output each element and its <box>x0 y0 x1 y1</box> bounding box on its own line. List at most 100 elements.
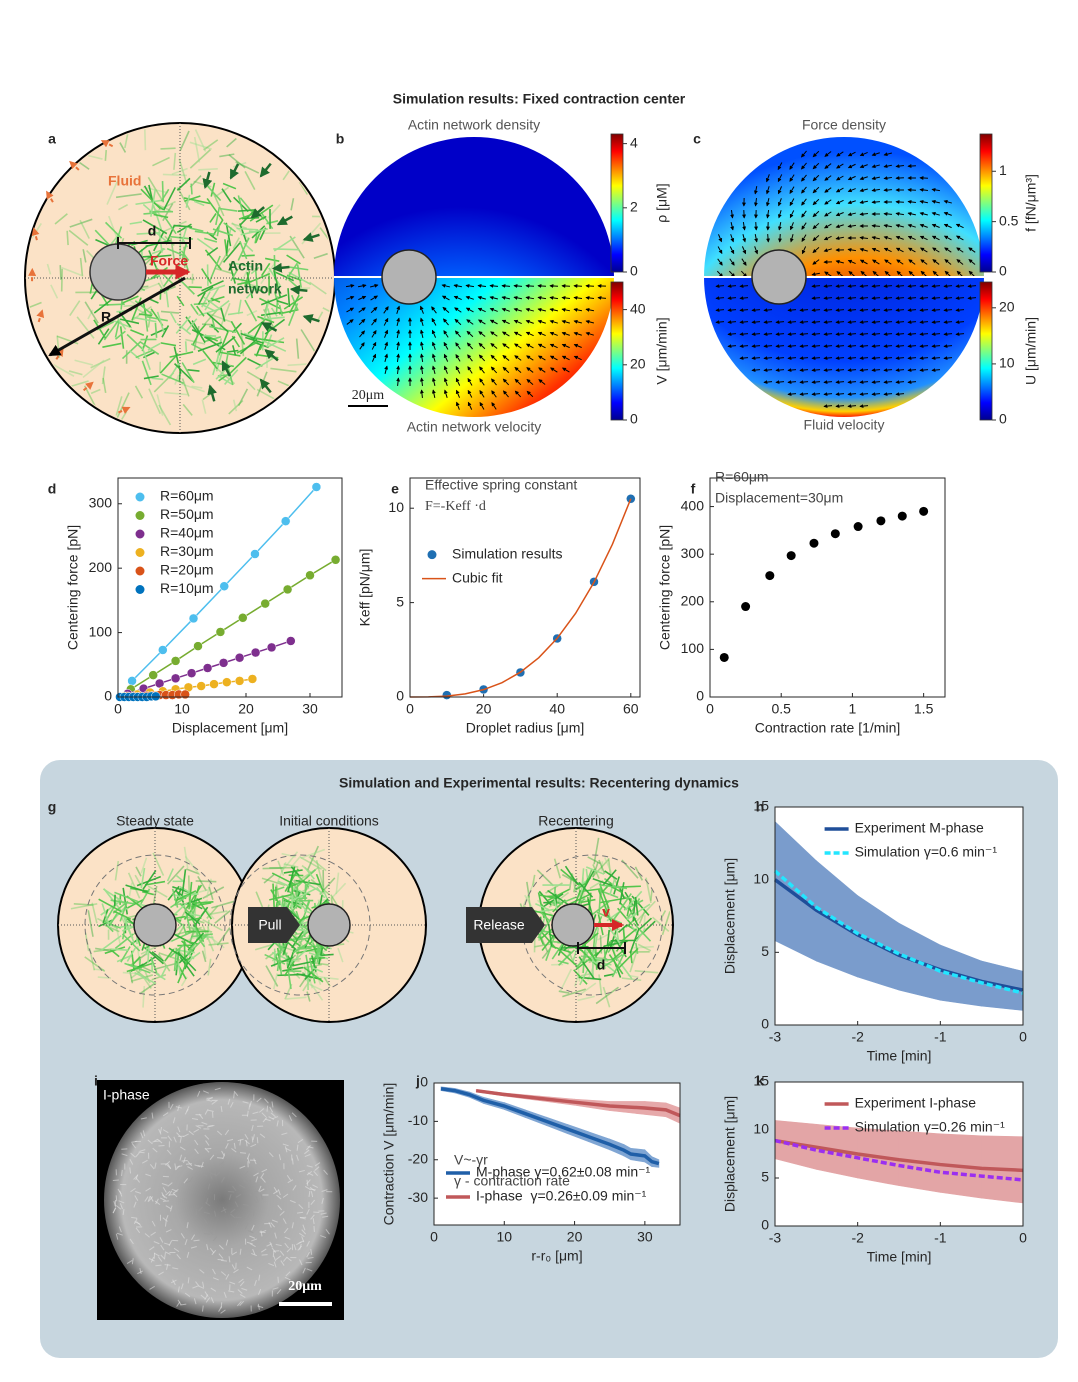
centrosome <box>308 904 350 946</box>
x-tick-label: 0.5 <box>771 701 791 717</box>
flow-arrow <box>768 234 769 242</box>
y-tick-label: 200 <box>89 559 113 575</box>
actin-filament <box>263 868 284 869</box>
flow-arrow <box>514 286 522 287</box>
data-point <box>219 658 228 667</box>
figure: Simulation results: Fixed contraction ce… <box>0 0 1078 1382</box>
annotation: F=-Keff ·d <box>425 499 486 514</box>
actin-filament <box>321 954 334 955</box>
legend-label: Simulation γ=0.6 min⁻¹ <box>855 844 998 860</box>
data-point <box>283 585 292 594</box>
legend-marker <box>136 511 145 520</box>
data-point <box>248 674 257 683</box>
texture-strand <box>267 1106 268 1112</box>
centrosome <box>134 904 176 946</box>
y-tick-label: 0 <box>696 688 704 704</box>
y-tick-label: 100 <box>681 640 705 656</box>
y-axis-label: Centering force [pN] <box>657 525 673 650</box>
actin-filament <box>145 127 146 150</box>
y-tick-label: 0 <box>420 1074 428 1090</box>
data-point <box>809 539 818 548</box>
label: Actin <box>228 258 263 274</box>
annotation: Displacement=30μm <box>715 490 843 506</box>
centrosome <box>90 244 146 300</box>
map-title: Fluid velocity <box>804 417 885 433</box>
y-tick-label: 100 <box>89 623 113 639</box>
data-point <box>203 664 212 673</box>
step-label: Pull <box>258 917 281 933</box>
texture-strand <box>203 1306 204 1312</box>
stage-label: Steady state <box>116 813 194 829</box>
x-tick-label: 0 <box>430 1229 438 1245</box>
x-tick-label: 30 <box>637 1229 653 1245</box>
panel-label: d <box>48 481 57 497</box>
colorbar-label: ρ [μM] <box>654 183 670 222</box>
legend-marker <box>136 530 145 539</box>
x-tick-label: 0 <box>114 701 122 717</box>
centrosome <box>552 904 594 946</box>
data-point <box>281 517 290 526</box>
x-tick-label: 0 <box>706 701 714 717</box>
annotation: R=60μm <box>715 469 769 485</box>
texture-strand <box>313 1212 319 1213</box>
data-point <box>876 516 885 525</box>
label: R <box>101 309 111 325</box>
y-tick-label: 10 <box>753 1121 769 1137</box>
y-tick-label: 300 <box>89 494 113 510</box>
x-axis-label: Time [min] <box>867 1048 932 1064</box>
y-tick-label: 15 <box>753 1073 769 1089</box>
x-axis-label: Contraction rate [1/min] <box>755 720 901 736</box>
colorbar-tick-label: 20 <box>630 356 646 372</box>
x-axis-label: Droplet radius [μm] <box>466 720 585 736</box>
data-point <box>189 614 198 623</box>
y-tick-label: -10 <box>408 1112 428 1128</box>
legend-label: R=20μm <box>160 562 214 578</box>
data-point <box>220 582 229 591</box>
x-tick-label: -1 <box>934 1029 947 1045</box>
colorbar-tick-label: 0 <box>999 411 1007 427</box>
x-tick-label: 20 <box>567 1229 583 1245</box>
texture-strand <box>257 1137 258 1143</box>
x-axis-label: Time [min] <box>867 1249 932 1265</box>
actin-filament <box>242 255 255 256</box>
flow-arrow <box>526 286 534 287</box>
actin-filament <box>198 169 218 170</box>
x-tick-label: -3 <box>769 1230 782 1246</box>
texture-strand <box>228 1191 234 1192</box>
texture-strand <box>278 1277 279 1283</box>
x-tick-label: -2 <box>851 1230 864 1246</box>
colorbar-tick-label: 20 <box>999 299 1015 315</box>
section-title: Simulation results: Fixed contraction ce… <box>393 91 686 107</box>
network-arrow <box>291 289 307 291</box>
y-tick-label: 0 <box>761 1217 769 1233</box>
y-tick-label: 200 <box>681 592 705 608</box>
y-tick-label: 5 <box>761 1169 769 1185</box>
panel-label: g <box>48 799 57 815</box>
data-point <box>238 613 247 622</box>
texture-strand <box>221 1302 222 1308</box>
texture-strand <box>116 1195 117 1201</box>
legend-label: R=40μm <box>160 525 214 541</box>
legend-label: R=10μm <box>160 580 214 596</box>
x-tick-label: 0 <box>406 701 414 717</box>
legend-label: Experiment M-phase <box>855 820 984 836</box>
panel-label: b <box>336 131 345 147</box>
y-tick-label: 400 <box>681 497 705 513</box>
data-point <box>898 512 907 521</box>
data-point <box>235 676 244 685</box>
scale-bar-label: 20μm <box>352 388 385 403</box>
colorbar-label: f [fN/μm³] <box>1023 174 1039 232</box>
data-point <box>197 682 206 691</box>
x-tick-label: 1 <box>849 701 857 717</box>
centrosome <box>382 250 436 304</box>
data-point <box>765 571 774 580</box>
texture-strand <box>240 1153 246 1154</box>
y-axis-label: Contraction V [μm/min] <box>381 1083 397 1226</box>
data-point <box>286 636 295 645</box>
colorbar-tick-label: 0 <box>630 263 638 279</box>
flow-arrow <box>780 234 781 242</box>
colorbar-tick-label: 40 <box>630 300 646 316</box>
x-tick-label: 40 <box>549 701 565 717</box>
y-axis-label: Displacement [μm] <box>722 858 738 974</box>
flow-arrow <box>896 202 904 203</box>
